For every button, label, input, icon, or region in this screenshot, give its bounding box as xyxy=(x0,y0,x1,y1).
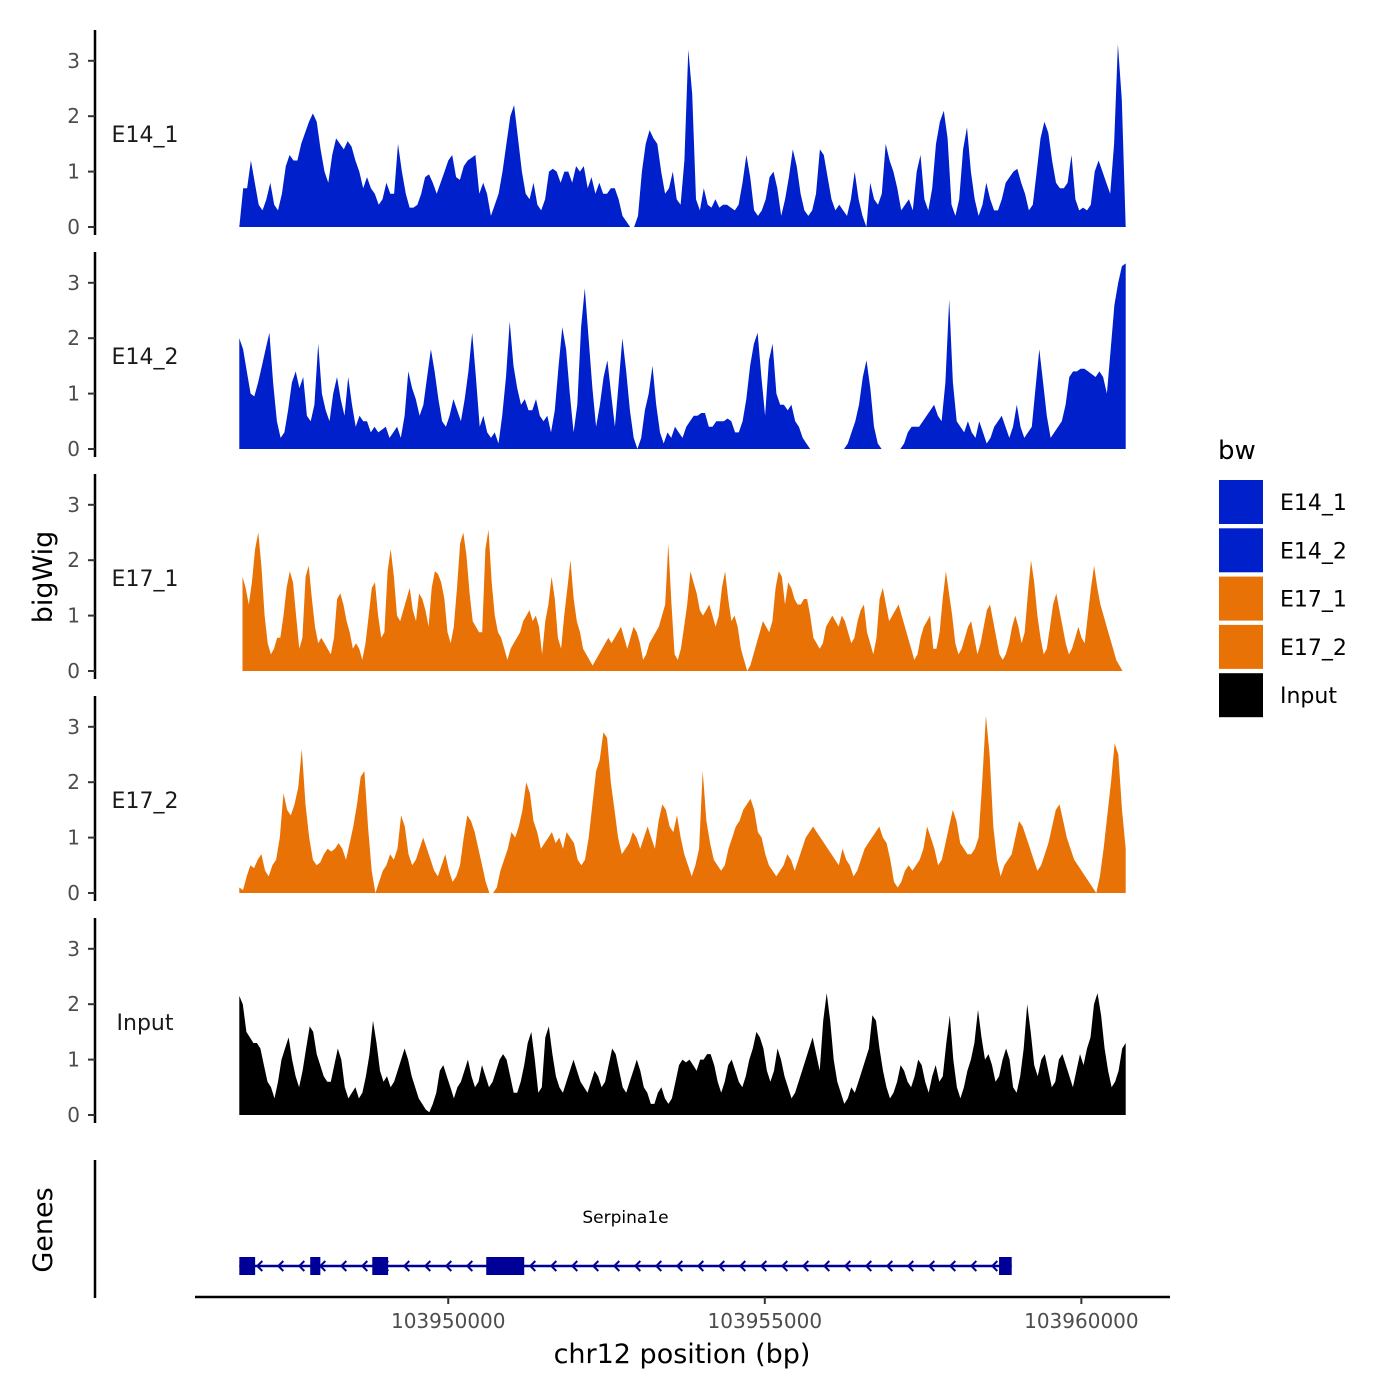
strand-arrow xyxy=(906,1260,915,1272)
y-tick-label: 1 xyxy=(67,160,80,184)
strand-arrow xyxy=(864,1260,873,1272)
strand-arrow xyxy=(969,1260,978,1272)
strand-arrow xyxy=(591,1260,600,1272)
legend-key-E14_1 xyxy=(1219,480,1263,524)
track-Input: 0 1 2 3 Input xyxy=(67,918,1126,1127)
y-tick-label: 3 xyxy=(67,49,80,73)
legend-key-Input xyxy=(1219,673,1263,718)
coverage-area-Input xyxy=(239,993,1126,1115)
strand-arrow xyxy=(465,1260,474,1272)
y-tick-label: 2 xyxy=(67,326,80,350)
x-axis: 103950000 103955000 103960000 xyxy=(195,1295,1170,1333)
strand-arrow xyxy=(402,1260,411,1272)
track-label: Input xyxy=(117,1011,174,1036)
gene-track: Serpina1e xyxy=(93,1160,1012,1298)
y-tick-label: 3 xyxy=(67,715,80,739)
strand-arrow xyxy=(843,1260,852,1272)
track-label: E17_2 xyxy=(112,789,179,814)
strand-arrow xyxy=(528,1260,537,1272)
y-tick-label: 2 xyxy=(67,548,80,572)
track-E14_1: 0 1 2 3 E14_1 xyxy=(67,30,1126,239)
coverage-area-E17_1 xyxy=(242,529,1123,671)
track-E17_2: 0 1 2 3 E17_2 xyxy=(67,696,1126,905)
y-tick-label: 1 xyxy=(67,382,80,406)
strand-arrow xyxy=(948,1260,957,1272)
legend-label: E17_2 xyxy=(1280,636,1347,661)
y-tick-label: 1 xyxy=(67,1048,80,1072)
strand-arrow xyxy=(423,1260,432,1272)
legend-label: E14_1 xyxy=(1280,491,1347,516)
gene-name-label: Serpina1e xyxy=(582,1208,668,1228)
y-axis-title: bigWig xyxy=(28,531,59,624)
strand-arrow xyxy=(633,1260,642,1272)
gene-exon xyxy=(372,1257,389,1275)
gene-exon xyxy=(486,1257,525,1275)
y-tick-label: 0 xyxy=(67,659,80,683)
x-tick-label: 103955000 xyxy=(708,1309,823,1333)
strand-arrow xyxy=(549,1260,558,1272)
track-label: E14_2 xyxy=(112,345,179,370)
strand-arrow xyxy=(717,1260,726,1272)
legend-label: E14_2 xyxy=(1280,539,1347,564)
strand-arrow xyxy=(990,1260,999,1272)
y-tick-label: 0 xyxy=(67,437,80,461)
legend-label: Input xyxy=(1280,684,1337,709)
coverage-area-E17_2 xyxy=(239,715,1126,893)
strand-arrow xyxy=(255,1260,264,1272)
y-tick-label: 3 xyxy=(67,493,80,517)
y-tick-label: 2 xyxy=(67,992,80,1016)
strand-arrow xyxy=(927,1260,936,1272)
y-tick-label: 2 xyxy=(67,104,80,128)
coverage-area-E14_2 xyxy=(239,263,1126,449)
y-tick-label: 1 xyxy=(67,826,80,850)
strand-arrow xyxy=(444,1260,453,1272)
track-label: E17_1 xyxy=(112,567,179,592)
strand-arrow xyxy=(612,1260,621,1272)
y-tick-label: 1 xyxy=(67,604,80,628)
strand-arrow xyxy=(276,1260,285,1272)
strand-arrow xyxy=(759,1260,768,1272)
gene-exon xyxy=(999,1257,1012,1275)
strand-arrow xyxy=(570,1260,579,1272)
x-axis-title: chr12 position (bp) xyxy=(554,1339,811,1370)
legend-title: bw xyxy=(1218,436,1256,466)
legend-key-E14_2 xyxy=(1219,528,1263,573)
legend-label: E17_1 xyxy=(1280,588,1347,613)
strand-arrow xyxy=(801,1260,810,1272)
coverage-area-E14_1 xyxy=(239,44,1126,228)
strand-arrow xyxy=(885,1260,894,1272)
strand-arrow xyxy=(675,1260,684,1272)
track-E17_1: 0 1 2 3 E17_1 xyxy=(67,474,1123,683)
y-tick-label: 3 xyxy=(67,937,80,961)
strand-arrow xyxy=(297,1260,306,1272)
track-label: E14_1 xyxy=(112,123,179,148)
y-tick-label: 0 xyxy=(67,1103,80,1127)
gene-track-title: Genes xyxy=(28,1187,59,1272)
y-tick-label: 2 xyxy=(67,770,80,794)
strand-arrow xyxy=(360,1260,369,1272)
legend-key-E17_1 xyxy=(1219,576,1263,621)
strand-arrow xyxy=(780,1260,789,1272)
x-tick-label: 103950000 xyxy=(391,1309,506,1333)
legend-key-E17_2 xyxy=(1219,624,1263,669)
track-E14_2: 0 1 2 3 E14_2 xyxy=(67,252,1126,461)
y-tick-label: 3 xyxy=(67,271,80,295)
strand-arrow xyxy=(654,1260,663,1272)
gene-exon xyxy=(239,1257,256,1275)
strand-arrow xyxy=(339,1260,348,1272)
strand-arrow xyxy=(738,1260,747,1272)
x-tick-label: 103960000 xyxy=(1024,1309,1139,1333)
strand-arrow xyxy=(696,1260,705,1272)
y-tick-label: 0 xyxy=(67,881,80,905)
y-tick-label: 0 xyxy=(67,215,80,239)
legend: bw E14_1 E14_2 E17_1 E17_2 Input xyxy=(1218,436,1347,718)
gene-exon xyxy=(310,1257,321,1275)
coverage-tracks: 0 1 2 3 E14_1 0 1 2 3 E14_2 0 1 2 3 E17_1 0 1 2 3 E17_2 0 1 2 3… xyxy=(67,30,1126,1127)
strand-arrow xyxy=(822,1260,831,1272)
